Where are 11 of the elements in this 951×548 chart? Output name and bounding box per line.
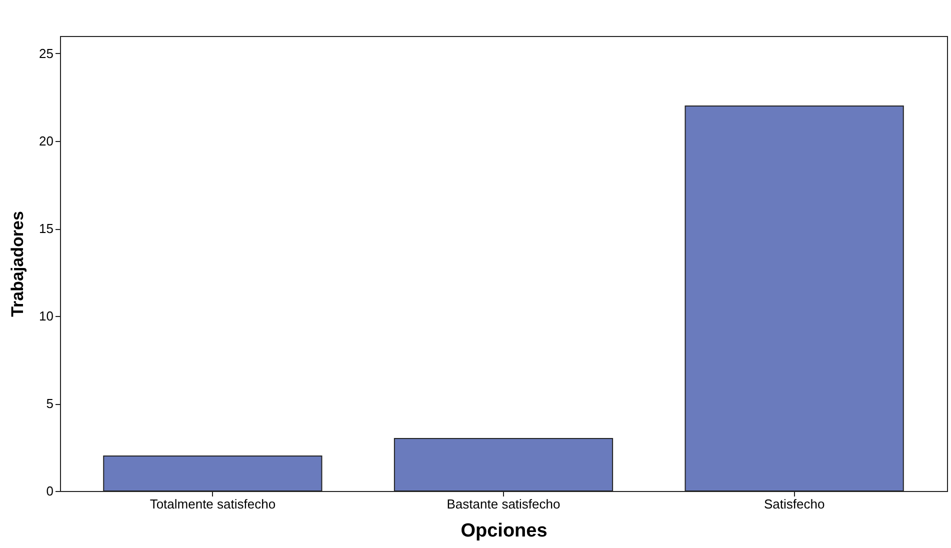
x-tick-label: Totalmente satisfecho [150,496,276,512]
x-tick-label: Satisfecho [764,496,825,512]
y-tick-label: 0 [46,484,54,498]
x-tick-label: Bastante satisfecho [446,496,560,512]
y-tick-label: 15 [39,221,54,236]
y-tick-label: 5 [46,396,54,411]
x-axis-title: Opciones [460,520,548,542]
y-tick-label: 25 [39,46,54,61]
y-tick-label: 20 [39,134,54,148]
y-axis-title: Trabajadores [8,211,28,317]
y-tick-label: 10 [39,308,54,324]
